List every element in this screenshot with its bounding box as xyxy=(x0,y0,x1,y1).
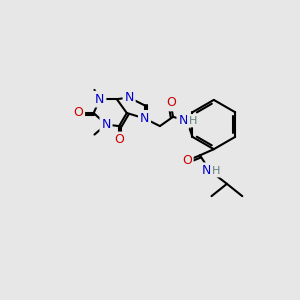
Text: N: N xyxy=(201,164,211,177)
Text: H: H xyxy=(212,166,220,176)
Text: H: H xyxy=(189,116,197,126)
Text: O: O xyxy=(166,97,175,110)
Text: N: N xyxy=(95,93,104,106)
Text: N: N xyxy=(101,118,111,131)
Text: O: O xyxy=(182,154,192,167)
Text: O: O xyxy=(114,134,124,146)
Text: N: N xyxy=(124,91,134,104)
Text: N: N xyxy=(140,112,149,125)
Text: N: N xyxy=(178,114,188,127)
Text: O: O xyxy=(74,106,83,119)
